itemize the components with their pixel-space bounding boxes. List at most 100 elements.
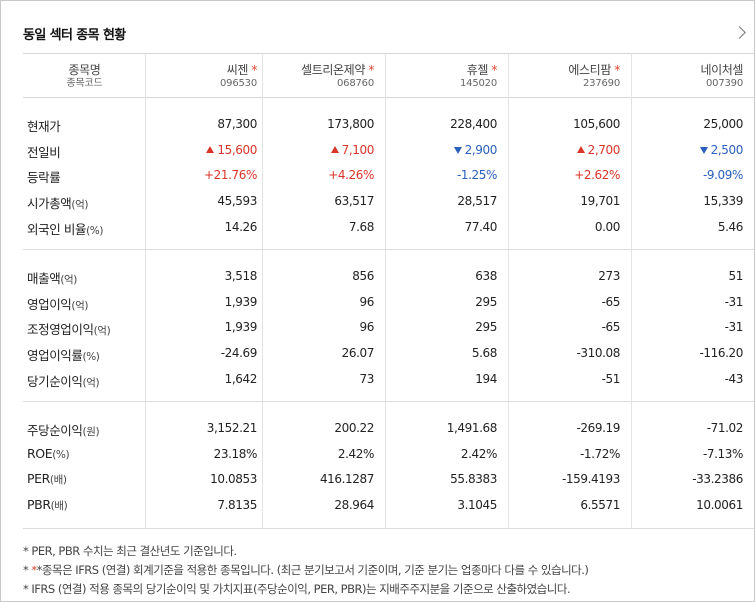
value-text: 0.00 [594,219,621,234]
row-label: 시가총액(억) [27,193,88,212]
value-text: 638 [475,269,497,283]
value-cell: 3,152.21 [146,421,258,435]
value-text: 55.8383 [450,472,497,487]
group-divider [23,528,754,529]
value-cell: -1.25% [386,168,497,182]
value-cell: +21.76% [146,168,257,182]
value-text: 1,939 [224,320,258,335]
company-name: 씨젠 [226,63,249,77]
table-row: 주당순이익(원) 3,152.21 200.22 1,491.68 -269.19 -71… [23,415,754,441]
value-text: +2.62% [574,168,620,183]
value-text: 200.22 [334,421,374,435]
value-text: 26.07 [341,346,375,361]
header-company-4[interactable]: 에스티팜 * 237690 [509,54,631,97]
row-unit: (억) [60,274,77,286]
table-row: 등락률 +21.76% +4.26% -1.25% +2.62% -9.09% [23,162,754,188]
value-text: 416.1287 [319,472,374,487]
footnote-2-text: *종목은 IFRS (연결) 회계기준을 적용한 종목입니다. (최근 분기보고… [36,563,589,577]
value-cell: -31 [632,320,744,334]
triangle-up-icon [330,145,339,153]
more-button[interactable] [728,19,752,47]
value-cell: 2,500 [632,143,743,157]
column-divider [262,53,263,529]
value-cell: 14.26 [146,220,258,234]
value-cell: 87,300 [146,117,257,131]
value-cell: 26.07 [263,346,375,361]
row-label: PBR(배) [27,497,68,513]
value-cell: -51 [509,372,621,386]
header-code-label: 종목코드 [66,78,103,89]
value-text: +21.76% [203,168,257,183]
value-cell: -31 [632,295,744,309]
value-cell: 194 [386,372,497,386]
row-label: 조정영업이익(억) [27,319,111,338]
value-cell: 5.46 [632,219,744,234]
row-label-text: 당기순이익 [27,373,83,389]
table-row: 조정영업이익(억) 1,939 96 295 -65 -31 [23,314,754,340]
value-cell: +2.62% [509,168,620,182]
header-company-5[interactable]: 네이처셀 007390 [632,54,754,97]
triangle-down-icon [453,146,462,154]
value-cell: 3.1045 [386,498,497,512]
value-cell: 856 [263,269,374,283]
value-text: 228,400 [450,117,497,131]
header-company-2[interactable]: 셀트리온제약 * 068760 [263,54,385,97]
row-label-text: 현재가 [27,119,61,134]
value-cell: +4.26% [263,168,374,182]
row-label-text: 등락률 [27,170,61,186]
row-label: 주당순이익(원) [27,420,100,439]
value-cell: 1,939 [146,295,258,309]
value-text: 63,517 [334,194,374,209]
value-text: 77.40 [464,219,498,234]
table-row: ROE(%) 23.18% 2.42% 2.42% -1.72% -7.13% [23,441,754,467]
row-label: 영업이익률(%) [27,345,100,364]
value-text: 73 [359,371,375,386]
value-cell: -33.2386 [632,472,743,486]
company-name: 휴젤 [466,63,489,77]
value-text: 3.1045 [457,498,497,513]
value-cell: 45,593 [146,194,257,208]
value-text: 51 [728,269,744,283]
footnote-3: * IFRS (연결) 적용 종목의 당기순이익 및 가치지표(주당순이익, P… [23,582,571,596]
value-cell: 73 [263,371,375,386]
value-text: +4.26% [328,168,374,183]
company-code: 068760 [337,78,374,89]
value-text: -65 [601,294,621,309]
value-cell: -65 [509,320,621,334]
value-cell: -65 [509,294,621,309]
row-unit: (원) [82,426,100,438]
company-name: 네이처셀 [700,63,743,77]
value-text: 5.46 [717,219,744,234]
row-label: 등락률 [27,167,61,186]
value-cell: -43 [632,372,744,386]
header-company-3[interactable]: 휴젤 * 145020 [386,54,508,97]
value-cell: 273 [509,269,620,283]
table-row: 시가총액(억) 45,593 63,517 28,517 19,701 15,339 [23,188,754,214]
value-cell: 1,939 [146,320,258,335]
value-cell: 28,517 [386,194,497,208]
value-text: 194 [475,371,497,386]
value-text: -33.2386 [692,472,743,487]
header-company-1[interactable]: 씨젠 * 096530 [146,54,268,97]
row-label-text: 조정영업이익 [27,322,94,338]
row-label: PER(배) [27,471,67,487]
table-row: PBR(배) 7.8135 28.964 3.1045 6.5571 10.0061 [23,492,754,518]
ifrs-star-marker: * [251,63,257,77]
table-row: 외국인 비율(%) 14.26 7.68 77.40 0.00 5.46 [23,214,754,240]
value-cell: 25,000 [632,117,743,131]
value-cell: 15,339 [632,194,743,208]
value-cell: 7,100 [263,143,374,157]
value-cell: 228,400 [386,117,497,131]
value-cell: 3,518 [146,269,258,283]
value-cell: 2,900 [386,143,497,157]
group-divider [23,249,754,250]
value-text: 6.5571 [580,498,620,513]
row-label-text: 영업이익 [27,296,72,312]
value-text: 7,100 [341,142,375,157]
value-text: 7.8135 [217,498,257,513]
row-unit: (배) [50,500,68,513]
row-label: 영업이익(억) [27,294,88,313]
value-text: 3,518 [224,269,258,283]
table-row: 현재가 87,300 173,800 228,400 105,600 25,000 [23,111,754,137]
